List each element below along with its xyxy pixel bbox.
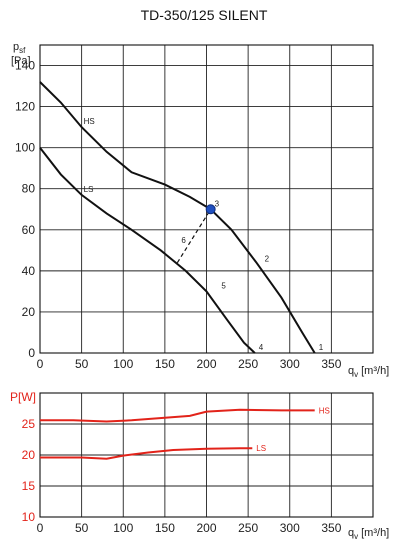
operating-point-marker <box>205 204 216 215</box>
pressure-series-hs <box>39 81 316 354</box>
chart-title: TD-350/125 SILENT <box>141 7 268 23</box>
power-y-tick-label: 20 <box>22 448 36 462</box>
power-chart: 10 15 20 25 0 50 100 150 200 250 300 350 HS LS P[W]… <box>10 390 389 541</box>
pressure-point-label: 5 <box>221 281 226 290</box>
pressure-y-unit: [Pa] <box>11 55 31 67</box>
power-x-tick-label: 0 <box>37 521 44 535</box>
pressure-x-tick-label: 150 <box>155 357 175 371</box>
pressure-x-tick-label: 250 <box>238 357 258 371</box>
power-grid <box>39 392 374 518</box>
power-x-tick-label: 350 <box>321 521 341 535</box>
power-y-ticks: 10 15 20 25 <box>22 417 36 524</box>
pressure-point-label: 4 <box>259 343 264 352</box>
pressure-point-label: 6 <box>181 236 186 245</box>
power-x-tick-label: 250 <box>238 521 258 535</box>
pressure-y-tick-label: 40 <box>22 264 36 278</box>
power-y-tick-label: 10 <box>22 510 36 524</box>
power-x-tick-label: 200 <box>196 521 216 535</box>
power-series-label: LS <box>256 444 266 453</box>
pressure-y-ticks: 0 20 40 60 80 100 120 140 <box>15 59 35 360</box>
power-y-tick-label: 15 <box>22 479 36 493</box>
power-y-label: P[W] <box>10 390 36 404</box>
pressure-point-labels: HS LS 1 2 3 4 5 6 <box>84 117 324 352</box>
power-series-label: HS <box>319 406 330 415</box>
pressure-point-label: 2 <box>265 255 270 264</box>
pressure-y-tick-label: 100 <box>15 141 35 155</box>
power-series-hs <box>40 408 315 423</box>
pressure-x-tick-label: 100 <box>113 357 133 371</box>
power-series-ls <box>40 447 253 460</box>
power-x-tick-label: 100 <box>113 521 133 535</box>
power-y-tick-label: 25 <box>22 417 36 431</box>
power-x-tick-label: 150 <box>155 521 175 535</box>
pressure-curves <box>39 81 316 354</box>
pressure-y-tick-label: 0 <box>28 346 35 360</box>
pressure-x-label: qv [m³/h] <box>348 365 389 379</box>
pressure-point-label: 3 <box>215 199 220 208</box>
pressure-x-tick-label: 350 <box>321 357 341 371</box>
pressure-point-label: 1 <box>319 343 324 352</box>
pressure-series-label: LS <box>84 185 94 194</box>
power-frame <box>39 392 374 518</box>
pressure-y-tick-label: 120 <box>15 100 35 114</box>
pressure-y-label: psf <box>13 41 26 55</box>
pressure-x-tick-label: 200 <box>196 357 216 371</box>
pressure-y-tick-label: 80 <box>22 182 36 196</box>
pressure-grid <box>39 44 374 354</box>
power-curves: HS LS <box>40 406 330 460</box>
pressure-x-tick-label: 300 <box>280 357 300 371</box>
power-x-tick-label: 300 <box>280 521 300 535</box>
pressure-x-ticks: 0 50 100 150 200 250 300 350 <box>37 357 342 371</box>
pressure-series-ls <box>39 147 256 354</box>
pressure-series-label: HS <box>84 117 95 126</box>
pressure-frame <box>39 44 374 354</box>
pressure-y-tick-label: 140 <box>15 59 35 73</box>
pressure-x-tick-label: 0 <box>37 357 44 371</box>
power-x-tick-label: 50 <box>75 521 89 535</box>
pressure-x-tick-label: 50 <box>75 357 89 371</box>
power-x-label: qv [m³/h] <box>348 527 389 541</box>
pressure-y-tick-label: 60 <box>22 223 36 237</box>
power-x-ticks: 0 50 100 150 200 250 300 350 <box>37 521 342 535</box>
pressure-dashed-line <box>176 208 212 263</box>
pressure-y-tick-label: 20 <box>22 305 36 319</box>
